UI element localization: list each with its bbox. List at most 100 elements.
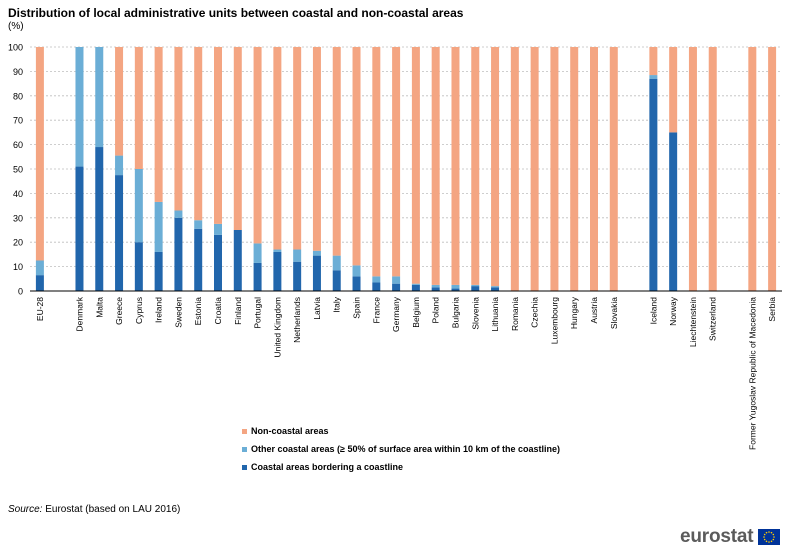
- flag-star: [772, 533, 775, 536]
- x-tick-label: Finland: [233, 297, 243, 325]
- y-tick-label: 10: [13, 262, 23, 272]
- x-tick-label: Ireland: [154, 297, 164, 323]
- unit-label: (%): [8, 21, 24, 32]
- flag-star: [771, 540, 773, 543]
- bar-segment: [550, 47, 559, 291]
- bar-segment: [174, 217, 183, 291]
- flag-star: [764, 533, 766, 536]
- bar-segment: [115, 175, 124, 291]
- x-tick-label: Cyprus: [134, 297, 144, 324]
- bar-segment: [154, 251, 163, 291]
- bar-segment: [372, 47, 381, 277]
- bar-segment: [491, 286, 500, 288]
- bar-segment: [194, 228, 203, 291]
- x-tick-label: Portugal: [253, 297, 263, 329]
- bar-segment: [669, 47, 678, 133]
- x-tick-label: Slovakia: [609, 297, 619, 329]
- x-tick-label: Hungary: [569, 296, 579, 329]
- bar-segment: [233, 47, 242, 230]
- y-tick-label: 30: [13, 213, 23, 223]
- bar-segment: [688, 47, 697, 291]
- bar-segment: [174, 47, 183, 211]
- y-tick-label: 20: [13, 238, 23, 248]
- bar-segment: [253, 262, 262, 291]
- eu-flag-icon: [758, 529, 781, 545]
- bar-segment: [491, 287, 500, 291]
- bar-segment: [194, 47, 203, 221]
- bar-segment: [293, 47, 302, 250]
- bar-segment: [75, 166, 84, 291]
- bar-segment: [95, 147, 104, 291]
- bar-segment: [35, 47, 44, 261]
- x-tick-label: Liechtenstein: [688, 297, 698, 347]
- x-tick-label: Iceland: [648, 297, 658, 325]
- bar-segment: [312, 255, 321, 291]
- flag-star: [763, 536, 766, 538]
- y-tick-label: 80: [13, 91, 23, 101]
- bar-segment: [471, 284, 480, 287]
- bar-segment: [372, 282, 381, 291]
- source-text: Eurostat (based on LAU 2016): [45, 504, 181, 515]
- bar-segment: [510, 47, 519, 291]
- legend-swatch: [242, 465, 247, 470]
- bar-segment: [609, 47, 618, 291]
- x-tick-label: Belgium: [411, 297, 421, 328]
- x-tick-label: Switzerland: [708, 297, 718, 341]
- bar-segment: [293, 261, 302, 291]
- bar-segment: [411, 284, 420, 291]
- bar-segment: [649, 75, 658, 79]
- bar-segment: [491, 47, 500, 287]
- legend-swatch: [242, 447, 247, 452]
- legend: Non-coastal areas Other coastal areas (≥ …: [242, 426, 560, 472]
- flag-star: [768, 541, 771, 543]
- x-tick-label: Germany: [391, 296, 401, 332]
- bar-segment: [75, 47, 84, 167]
- bar-segment: [293, 249, 302, 262]
- bar-segment: [411, 283, 420, 285]
- x-tick-label: Latvia: [312, 297, 322, 320]
- y-tick-label: 50: [13, 165, 23, 175]
- x-tick-label: Lithuania: [490, 297, 500, 332]
- flag-star: [768, 531, 771, 533]
- bar-segment: [708, 47, 717, 291]
- bar-segment: [253, 243, 262, 263]
- bar-segment: [312, 47, 321, 251]
- bar-segment: [431, 47, 440, 285]
- bar-segment: [392, 276, 401, 284]
- bar-segment: [649, 47, 658, 76]
- x-tick-label: Czechia: [530, 297, 540, 328]
- bar-segment: [115, 155, 124, 176]
- chart-title: Distribution of local administrative uni…: [8, 6, 464, 20]
- legend-label: Coastal areas bordering a coastline: [251, 462, 403, 472]
- bar-segment: [95, 47, 104, 148]
- bar-segment: [590, 47, 598, 291]
- bar-segment: [194, 220, 203, 229]
- x-axis: EU-28 Denmark Malta Greece Cyprus Ireland Swed…: [30, 290, 782, 450]
- source-label: Source:: [8, 504, 43, 515]
- y-tick-label: 100: [8, 43, 23, 53]
- x-tick-label: Italy: [332, 296, 342, 312]
- legend-swatch: [242, 429, 247, 434]
- x-tick-label: Sweden: [173, 297, 183, 328]
- x-tick-label: Greece: [114, 297, 124, 325]
- bar-segment: [530, 47, 539, 291]
- x-tick-label: Former Yugoslav Republic of Macedonia: [747, 297, 757, 450]
- bar-segment: [332, 255, 341, 271]
- x-tick-label: Luxembourg: [549, 297, 559, 345]
- bar-segment: [134, 242, 143, 291]
- bar-segment: [471, 286, 480, 291]
- bar-segment: [174, 210, 183, 218]
- x-tick-label: Serbia: [767, 297, 777, 322]
- flag-star: [773, 536, 776, 538]
- legend-label: Other coastal areas (≥ 50% of surface ar…: [251, 444, 560, 454]
- bar-segment: [115, 47, 124, 156]
- flag-star: [764, 538, 766, 541]
- bar-segment: [233, 230, 242, 291]
- flag-star: [766, 531, 768, 534]
- x-tick-label: Croatia: [213, 297, 223, 325]
- bar-segment: [35, 275, 44, 291]
- y-tick-label: 60: [13, 140, 23, 150]
- bar-segment: [451, 47, 460, 285]
- bar-segment: [35, 260, 44, 276]
- bar-segment: [352, 276, 361, 291]
